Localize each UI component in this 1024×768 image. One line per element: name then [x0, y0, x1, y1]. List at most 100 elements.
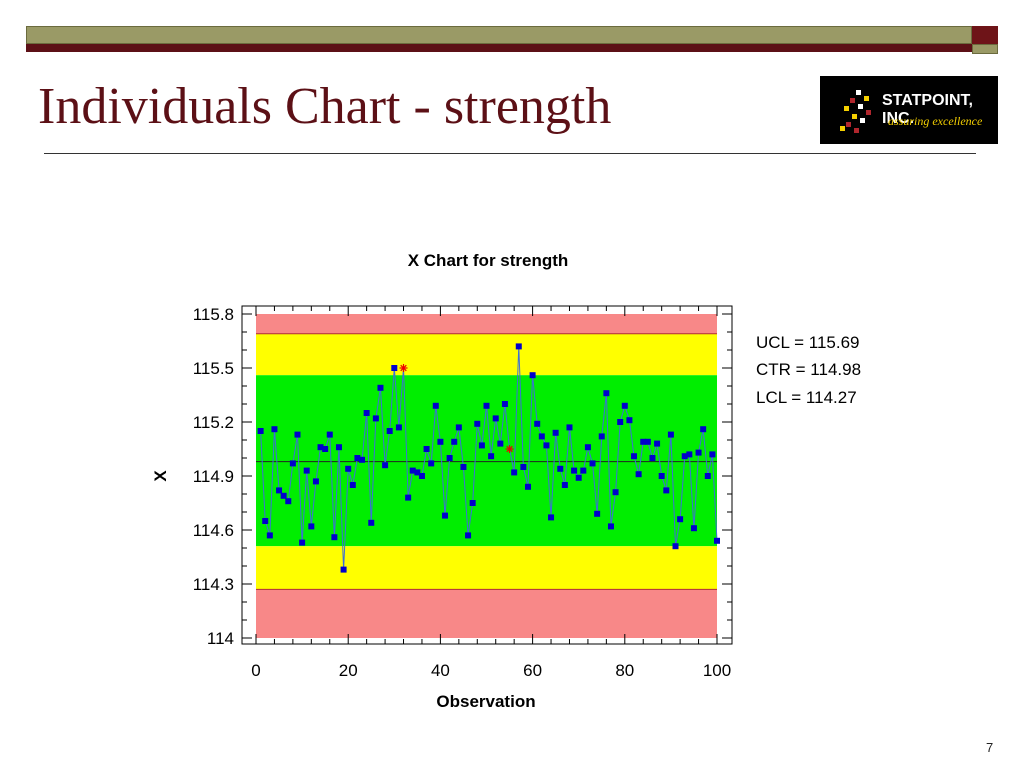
- data-point: [437, 438, 444, 445]
- x-tick-label: 100: [703, 661, 731, 680]
- data-point: [465, 532, 472, 539]
- data-point: [451, 438, 458, 445]
- data-point: [395, 424, 402, 431]
- data-point: [276, 487, 283, 494]
- data-point: [663, 487, 670, 494]
- data-point: [409, 467, 416, 474]
- data-point: [372, 415, 379, 422]
- data-point: [303, 467, 310, 474]
- y-tick-label: 114.3: [193, 575, 234, 594]
- data-point: [280, 492, 287, 499]
- header-maroon-square: [972, 26, 998, 44]
- zone-yellow-lower: [256, 546, 717, 590]
- data-point: [492, 415, 499, 422]
- data-point: [497, 440, 504, 447]
- data-point: [469, 500, 476, 506]
- data-point: [414, 469, 421, 476]
- data-point: [455, 424, 462, 431]
- data-point: [511, 469, 518, 476]
- out-of-control-marker: [399, 364, 408, 372]
- data-point: [262, 518, 269, 524]
- x-tick-label: 40: [431, 661, 450, 680]
- data-point: [335, 444, 342, 451]
- data-point: [649, 455, 656, 461]
- data-point: [312, 478, 319, 485]
- out-of-control-marker: [505, 445, 514, 453]
- data-point: [345, 465, 352, 472]
- data-point: [548, 514, 555, 521]
- data-point: [709, 451, 716, 458]
- zone-red-lower: [256, 589, 717, 638]
- data-point: [405, 494, 412, 501]
- data-point: [382, 462, 389, 469]
- data-point: [635, 471, 642, 478]
- data-point: [501, 401, 508, 407]
- data-point: [488, 453, 495, 460]
- x-tick-label: 20: [339, 661, 358, 680]
- x-tick-label: 60: [523, 661, 542, 680]
- data-point: [423, 446, 430, 452]
- data-point: [644, 438, 651, 445]
- title-divider: [44, 153, 976, 154]
- data-point: [446, 455, 453, 461]
- header-olive-bar: [26, 26, 972, 44]
- data-point: [308, 523, 315, 530]
- x-tick-label: 80: [615, 661, 634, 680]
- x-chart: X Chart for strength 114114.3114.6114.91…: [151, 251, 861, 711]
- data-point: [534, 420, 541, 427]
- page-number: 7: [986, 740, 994, 755]
- data-point: [552, 429, 559, 436]
- data-point: [363, 410, 370, 416]
- data-point: [368, 519, 375, 526]
- data-point: [672, 543, 679, 550]
- data-point: [561, 482, 568, 488]
- data-point: [349, 482, 356, 488]
- header-olive-square: [972, 44, 998, 54]
- data-point: [580, 467, 587, 474]
- data-point: [391, 365, 398, 371]
- y-tick-label: 114: [207, 629, 234, 648]
- logo-name: STATPOINT, INC.: [882, 92, 973, 127]
- data-point: [377, 384, 384, 391]
- logo-dots-icon: [840, 90, 871, 133]
- data-point: [700, 426, 707, 433]
- header-decoration-band: [26, 26, 998, 54]
- data-point: [557, 465, 564, 472]
- y-axis-label: X: [151, 470, 170, 482]
- data-point: [340, 566, 347, 573]
- data-point: [690, 525, 697, 532]
- plot-frame: [241, 305, 733, 645]
- data-point: [538, 433, 545, 440]
- series-line: [260, 346, 718, 570]
- x-axis-label: Observation: [436, 692, 535, 711]
- data-point: [317, 444, 324, 451]
- logo-tagline: assuring excellence: [888, 114, 983, 128]
- zone-green: [256, 375, 717, 547]
- data-point: [566, 424, 573, 431]
- data-point: [386, 428, 393, 434]
- data-point: [594, 510, 601, 517]
- data-point: [331, 534, 338, 541]
- series-layer: [257, 343, 720, 573]
- ctr-label: CTR = 114.98: [756, 360, 861, 379]
- lcl-label: LCL = 114.27: [756, 388, 857, 407]
- data-point: [483, 402, 490, 409]
- data-point: [658, 473, 665, 479]
- data-point: [598, 433, 605, 440]
- data-point: [294, 431, 301, 438]
- data-point: [524, 483, 531, 490]
- header-maroon-bar: [26, 44, 972, 52]
- y-tick-label: 115.5: [193, 359, 234, 378]
- data-point: [607, 523, 614, 530]
- data-point: [359, 456, 366, 463]
- y-tick-label: 115.8: [193, 305, 234, 324]
- data-point: [478, 442, 485, 449]
- data-point: [677, 516, 684, 523]
- data-point: [603, 390, 610, 397]
- data-point: [589, 460, 596, 467]
- ucl-label: UCL = 115.69: [756, 333, 860, 352]
- zone-yellow-upper: [256, 333, 717, 376]
- data-point: [695, 449, 702, 456]
- data-point: [704, 473, 711, 479]
- data-point: [442, 512, 449, 519]
